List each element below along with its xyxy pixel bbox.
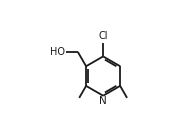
Text: HO: HO bbox=[50, 47, 65, 57]
Text: N: N bbox=[99, 96, 107, 106]
Text: Cl: Cl bbox=[98, 31, 108, 41]
